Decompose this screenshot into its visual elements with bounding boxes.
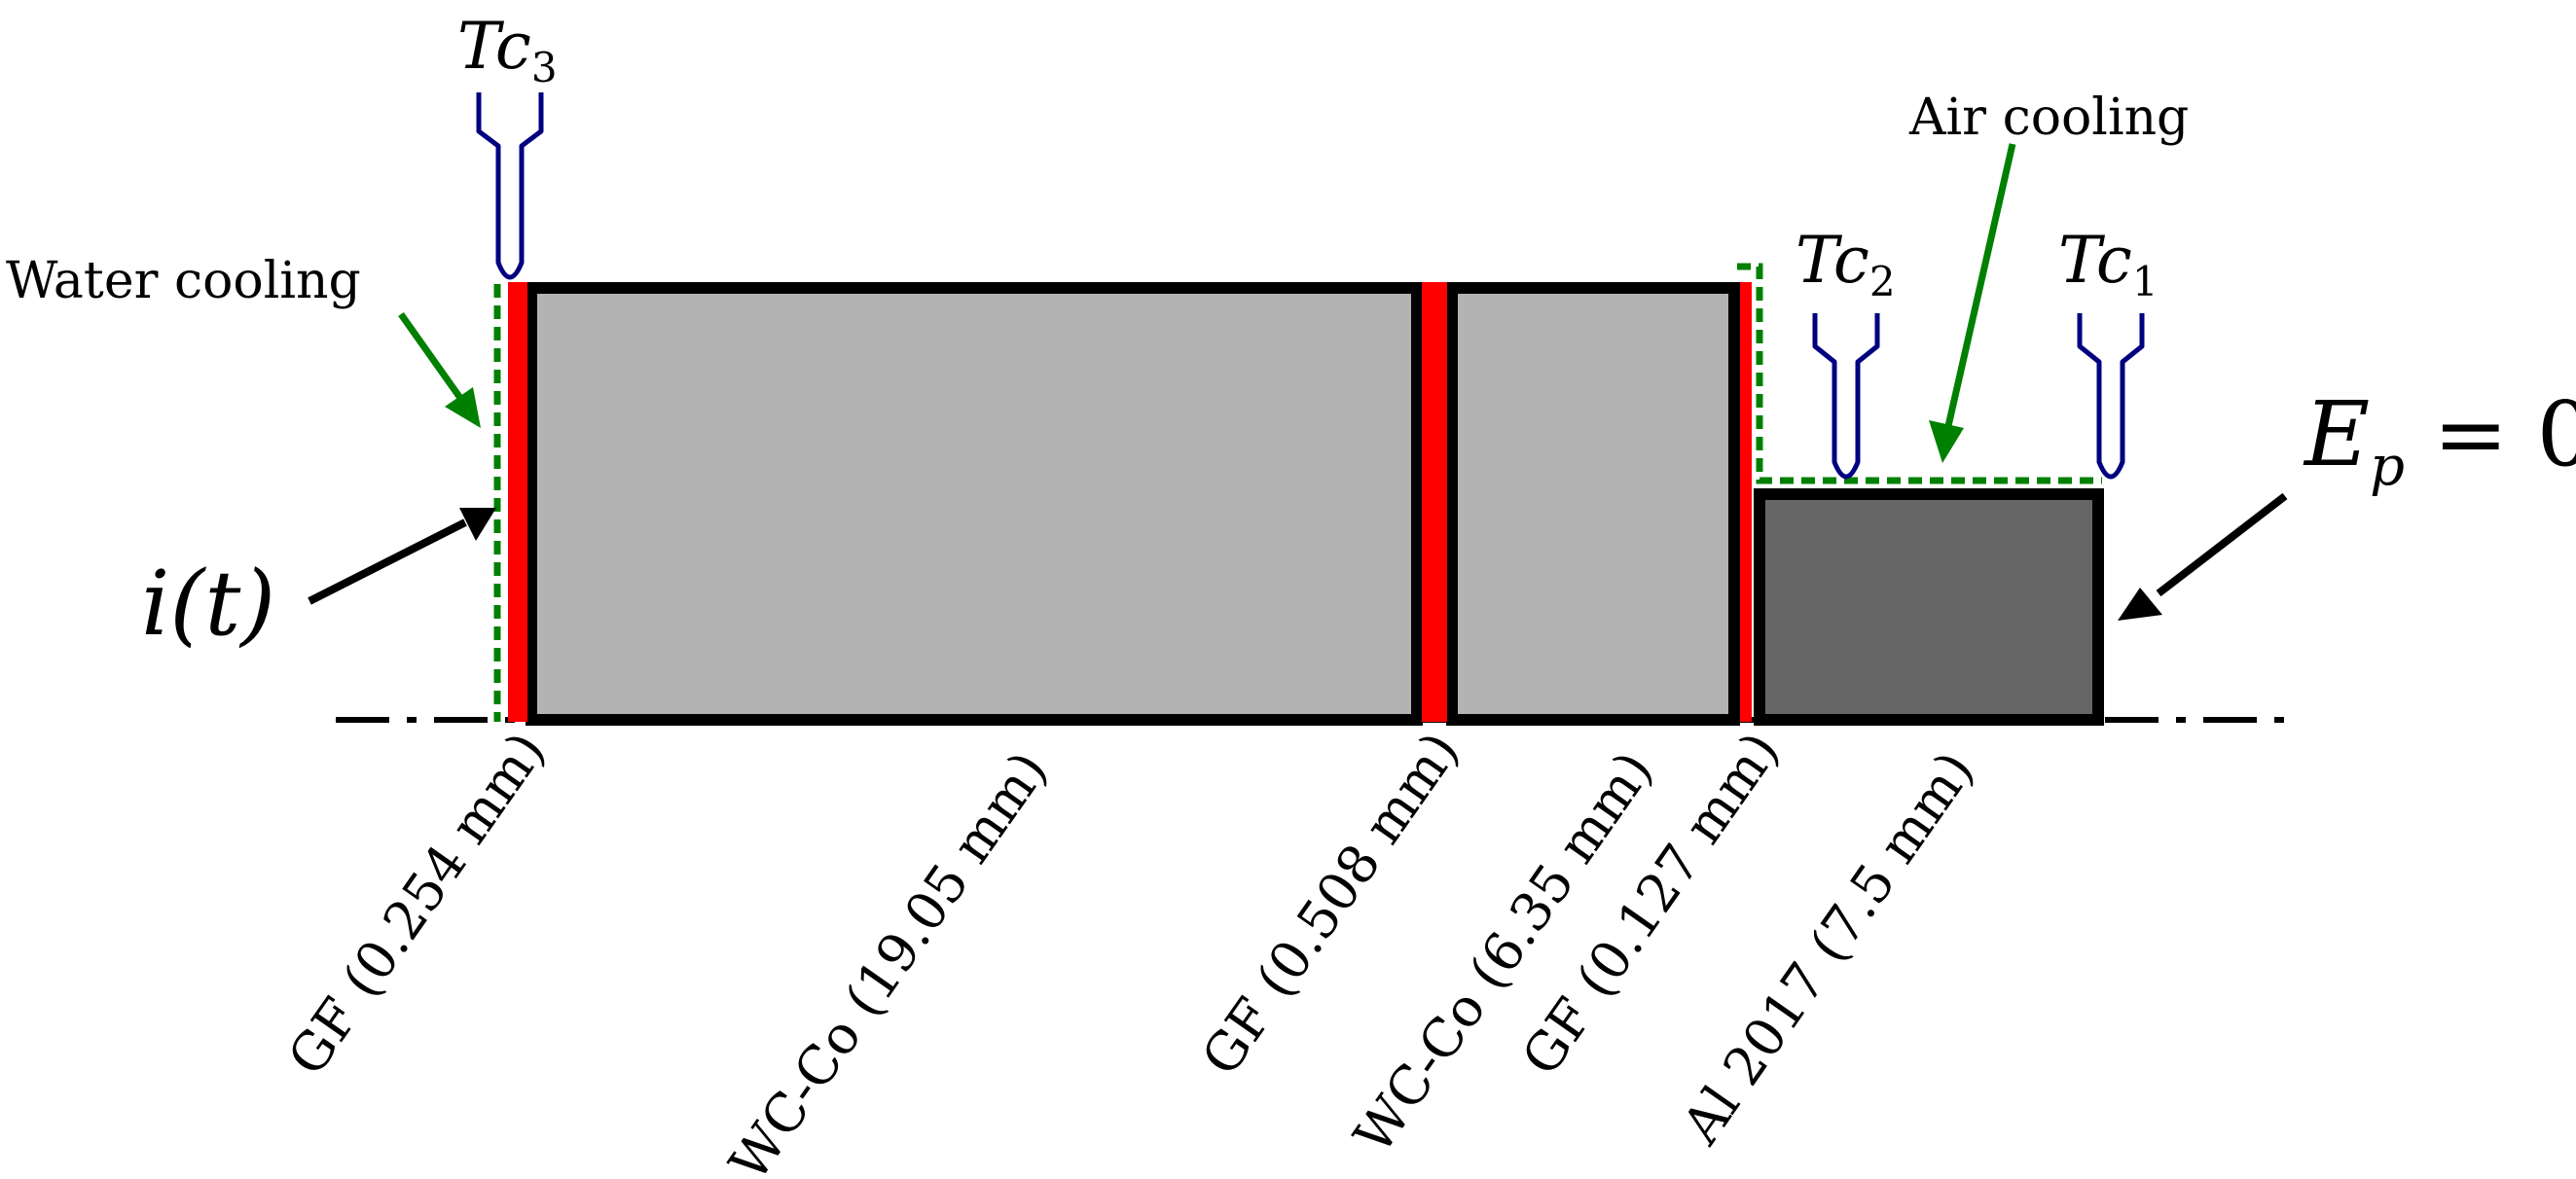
layer-label-wcco-1: WC-Co (19.05 mm) — [717, 740, 1059, 1179]
graphite-foil-1 — [508, 282, 527, 722]
air-cooling-arrow — [1929, 143, 2016, 463]
thermocouple-tc3 — [476, 92, 544, 280]
current-label: i(t) — [141, 552, 275, 656]
tc2-label: Tc2 — [1796, 223, 1896, 305]
al-block — [1754, 488, 2104, 726]
potential-arrow — [2118, 492, 2288, 621]
tc1-main: Tc — [2058, 223, 2132, 298]
potential-label: Ep = 0 — [2303, 382, 2576, 498]
tc2-main: Tc — [1796, 223, 1869, 298]
tc3-label: Tc3 — [457, 9, 558, 91]
wcco-block-1 — [526, 282, 1423, 726]
wcco-block-2 — [1446, 282, 1740, 726]
graphite-foil-3 — [1740, 282, 1752, 722]
thermocouple-tc2 — [1812, 313, 1880, 480]
potential-label-e: E — [2303, 382, 2370, 486]
layer-label-gf-1: GF (0.254 mm) — [276, 721, 558, 1086]
current-arrow — [308, 508, 496, 605]
tc3-main: Tc — [457, 9, 531, 84]
tc1-sub: 1 — [2132, 258, 2159, 305]
tc2-sub: 2 — [1869, 258, 1896, 305]
air-cooling-boundary — [1737, 263, 2102, 484]
thermocouple-tc1 — [2077, 313, 2145, 480]
water-cooling-label: Water cooling — [6, 252, 361, 310]
water-cooling-arrow — [398, 311, 481, 428]
tc1-label: Tc1 — [2058, 223, 2159, 305]
air-cooling-label: Air cooling — [1908, 89, 2189, 147]
graphite-foil-2 — [1422, 282, 1447, 722]
tc3-sub: 3 — [531, 44, 558, 91]
potential-label-sub: p — [2370, 435, 2405, 498]
potential-label-eq: = 0 — [2405, 382, 2576, 486]
